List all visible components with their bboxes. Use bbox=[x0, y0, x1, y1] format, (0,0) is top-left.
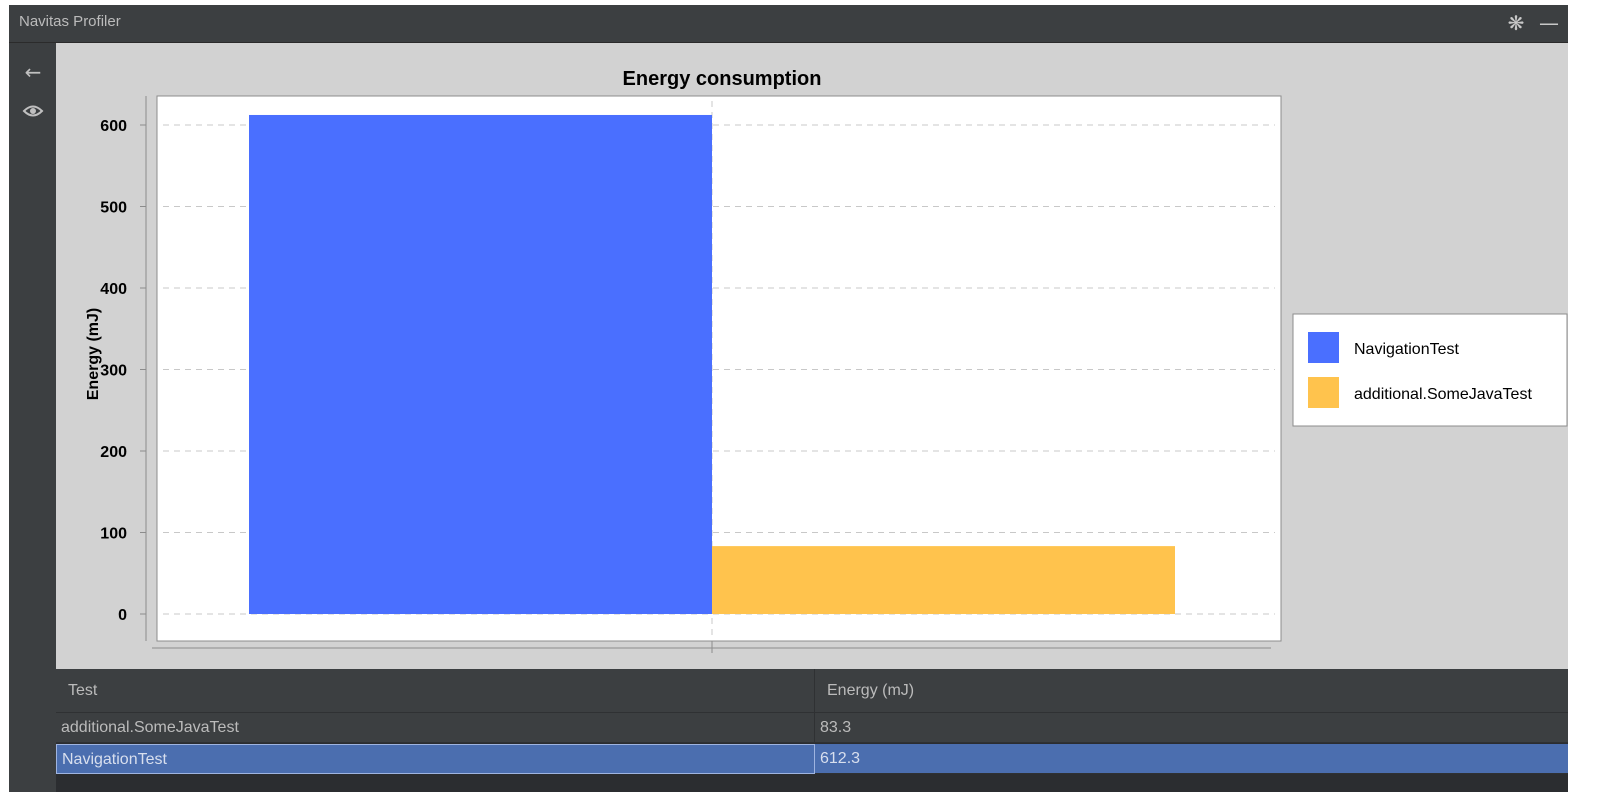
column-header-energy[interactable]: Energy (mJ) bbox=[815, 669, 1568, 713]
profiler-window: Navitas Profiler ❋ — ← Energy consumptio… bbox=[9, 5, 1568, 792]
eye-icon[interactable] bbox=[19, 97, 47, 125]
y-tick-label: 200 bbox=[100, 444, 127, 461]
table-row[interactable]: additional.SomeJavaTest 83.3 bbox=[56, 713, 1568, 743]
y-axis-ticks: 0 100 200 300 400 500 600 bbox=[100, 118, 146, 624]
table-row-selected[interactable]: NavigationTest 612.3 bbox=[56, 744, 1568, 774]
gear-icon[interactable]: ❋ bbox=[1507, 11, 1525, 35]
bar-additional-somejavatest bbox=[712, 546, 1175, 614]
bar-navigationtest bbox=[249, 114, 712, 615]
y-tick-label: 500 bbox=[100, 200, 127, 217]
y-tick-label: 0 bbox=[118, 607, 127, 624]
bars bbox=[249, 114, 1175, 615]
y-tick-label: 400 bbox=[100, 281, 127, 298]
cell-test: NavigationTest bbox=[56, 744, 815, 774]
side-toolbar: ← bbox=[9, 43, 56, 792]
title-bar: Navitas Profiler ❋ — bbox=[9, 5, 1568, 43]
y-axis-label: Energy (mJ) bbox=[85, 308, 102, 400]
back-arrow-icon[interactable]: ← bbox=[24, 60, 42, 84]
cell-test: additional.SomeJavaTest bbox=[56, 713, 815, 743]
minimize-icon[interactable]: — bbox=[1539, 11, 1559, 35]
column-header-test[interactable]: Test bbox=[56, 669, 815, 713]
y-tick-label: 300 bbox=[100, 363, 127, 380]
chart-panel: Energy consumption Energy (mJ) 0 100 200 30… bbox=[56, 43, 1568, 669]
chart-title: Energy consumption bbox=[623, 68, 822, 90]
cell-energy: 612.3 bbox=[815, 744, 1568, 774]
results-table: Test Energy (mJ) additional.SomeJavaTest… bbox=[56, 669, 1568, 792]
window-title: Navitas Profiler bbox=[19, 13, 121, 30]
legend-box bbox=[1292, 313, 1568, 427]
legend-label-somejavatest: additional.SomeJavaTest bbox=[1354, 386, 1532, 403]
cell-energy: 83.3 bbox=[815, 713, 1568, 743]
y-tick-label: 100 bbox=[100, 526, 127, 543]
legend-swatch-navigationtest bbox=[1308, 332, 1339, 363]
legend: NavigationTest additional.SomeJavaTest bbox=[1292, 313, 1568, 427]
legend-label-navigationtest: NavigationTest bbox=[1354, 341, 1460, 358]
energy-chart: Energy consumption Energy (mJ) 0 100 200 30… bbox=[85, 68, 1568, 653]
legend-swatch-somejavatest bbox=[1308, 377, 1339, 408]
y-tick-label: 600 bbox=[100, 118, 127, 135]
